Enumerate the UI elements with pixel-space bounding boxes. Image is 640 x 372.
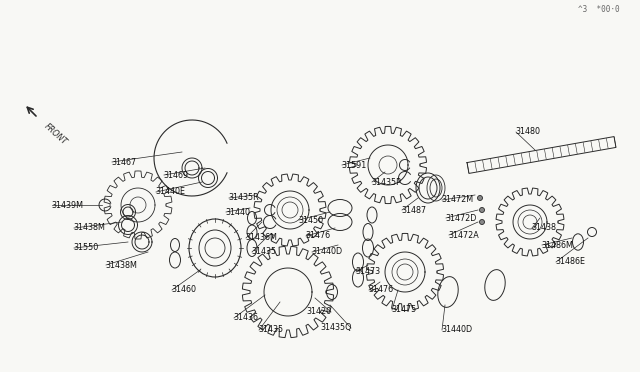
Circle shape <box>479 208 484 212</box>
Circle shape <box>477 196 483 201</box>
Text: 31476: 31476 <box>368 285 393 295</box>
Circle shape <box>479 219 484 224</box>
Text: FRONT: FRONT <box>42 122 68 147</box>
Text: 31440E: 31440E <box>155 187 185 196</box>
Text: 31487: 31487 <box>401 205 426 215</box>
Text: ^3  *00·0: ^3 *00·0 <box>579 5 620 14</box>
Text: 31439M: 31439M <box>51 201 83 209</box>
Text: 31473: 31473 <box>355 267 380 276</box>
Text: 31436M: 31436M <box>245 234 277 243</box>
Text: 31435: 31435 <box>258 326 283 334</box>
Text: 31460: 31460 <box>171 285 196 295</box>
Text: 31435R: 31435R <box>228 193 259 202</box>
Text: 31469: 31469 <box>163 170 188 180</box>
Text: 31438M: 31438M <box>73 224 105 232</box>
Text: 31450: 31450 <box>298 215 323 224</box>
Text: 31420: 31420 <box>307 308 332 317</box>
Text: 31467: 31467 <box>111 157 136 167</box>
Text: 31472A: 31472A <box>448 231 479 240</box>
Text: 31486M: 31486M <box>541 241 573 250</box>
Text: 31440: 31440 <box>225 208 250 217</box>
Text: 31591: 31591 <box>341 160 366 170</box>
Text: 31475: 31475 <box>391 305 416 314</box>
Text: 31436: 31436 <box>233 314 258 323</box>
Text: 31435Q: 31435Q <box>321 324 352 333</box>
Text: 31435P: 31435P <box>371 177 401 186</box>
Text: 31480: 31480 <box>515 128 540 137</box>
Text: 31438M: 31438M <box>105 260 137 269</box>
Text: 31486E: 31486E <box>555 257 585 266</box>
Text: 31440D: 31440D <box>441 326 472 334</box>
Text: 31438: 31438 <box>531 224 556 232</box>
Text: 31476: 31476 <box>305 231 330 241</box>
Text: 31435: 31435 <box>251 247 276 257</box>
Text: 31472D: 31472D <box>445 214 476 222</box>
Text: 31472M: 31472M <box>441 196 473 205</box>
Text: 31550: 31550 <box>73 244 99 253</box>
Text: 31440D: 31440D <box>311 247 342 257</box>
